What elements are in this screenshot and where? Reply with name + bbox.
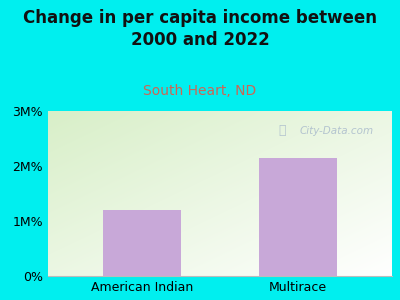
- Bar: [103, 210, 181, 276]
- Bar: [259, 158, 337, 276]
- Text: South Heart, ND: South Heart, ND: [143, 84, 257, 98]
- Text: ⦾: ⦾: [278, 124, 286, 137]
- Text: City-Data.com: City-Data.com: [299, 126, 373, 136]
- Text: Change in per capita income between
2000 and 2022: Change in per capita income between 2000…: [23, 9, 377, 49]
